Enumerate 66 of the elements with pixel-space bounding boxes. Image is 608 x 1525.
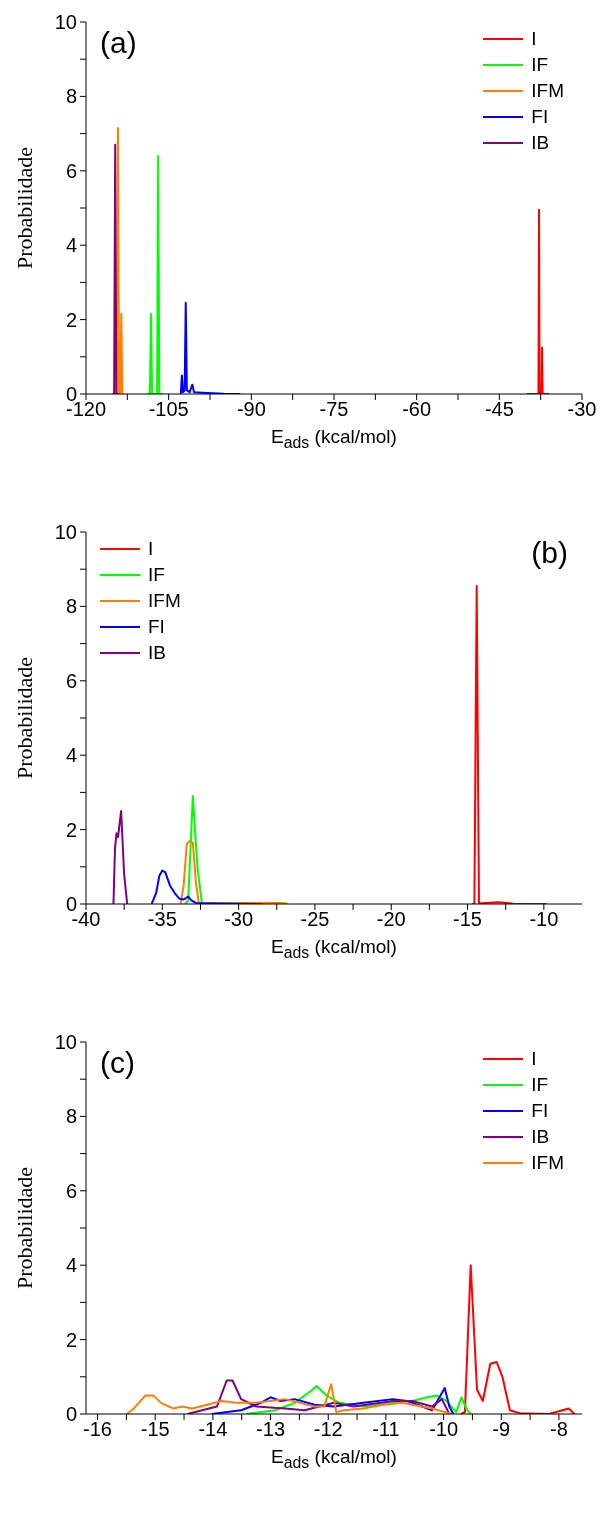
legend-label: FI [148, 615, 165, 639]
x-tick-label: -9 [492, 1418, 511, 1441]
y-tick-label: 6 [65, 668, 77, 693]
annotation: (c) [100, 1046, 135, 1080]
legend-label: IB [531, 1125, 550, 1149]
y-axis-title: Probabilidade [11, 656, 37, 780]
legend-label: IFM [531, 79, 564, 103]
x-axis-title: E$_{ads}$ (kcal/mol) [270, 936, 398, 962]
x-tick-label: -30 [224, 908, 254, 931]
y-tick-label: 8 [65, 1104, 77, 1129]
y-tick-label: 2 [65, 817, 77, 842]
y-tick-label: 2 [65, 1327, 77, 1352]
legend-label: IF [531, 53, 549, 77]
y-tick-label: 2 [65, 307, 77, 332]
y-tick-label: 10 [54, 520, 77, 544]
x-axis-title: E$_{ads}$ (kcal/mol) [270, 1446, 398, 1472]
legend-label: I [531, 27, 537, 51]
y-tick-label: 8 [65, 84, 77, 109]
x-tick-label: -45 [484, 398, 514, 421]
x-axis-title: E$_{ads}$ (kcal/mol) [270, 426, 398, 452]
x-tick-label: -25 [300, 908, 330, 931]
legend-label: IB [531, 131, 550, 155]
y-axis-title: Probabilidade [11, 146, 37, 270]
x-tick-label: -10 [529, 908, 559, 931]
y-tick-label: 0 [65, 1402, 77, 1426]
line-series [186, 1379, 451, 1414]
x-tick-label: -75 [319, 398, 349, 421]
x-tick-label: -13 [256, 1418, 286, 1441]
legend-label: FI [531, 105, 549, 129]
x-tick-label: -12 [313, 1418, 343, 1441]
legend-label: I [531, 1047, 537, 1071]
x-tick-label: -15 [453, 908, 482, 931]
y-axis-title: Probabilidade [11, 1166, 37, 1290]
y-tick-label: 4 [65, 233, 77, 258]
annotation: (a) [100, 26, 137, 60]
y-tick-label: 10 [54, 10, 77, 34]
x-tick-label: -15 [140, 1418, 170, 1441]
line-series [112, 810, 129, 904]
y-tick-label: 4 [65, 743, 77, 768]
x-tick-label: -14 [198, 1418, 228, 1441]
line-series [179, 839, 286, 904]
x-tick-label: -30 [567, 398, 597, 421]
x-tick-label: -60 [402, 398, 432, 421]
legend-label: IF [531, 1073, 549, 1097]
line-series [125, 1383, 453, 1414]
legend-label: FI [531, 1099, 549, 1123]
x-tick-label: -105 [148, 398, 189, 421]
legend-label: IFM [148, 589, 181, 613]
y-tick-label: 6 [65, 1178, 77, 1203]
annotation: (b) [531, 536, 568, 570]
legend-label: IFM [531, 1151, 564, 1175]
y-tick-label: 4 [65, 1253, 77, 1278]
x-tick-label: -10 [429, 1418, 459, 1441]
x-tick-label: -16 [83, 1418, 112, 1441]
y-tick-label: 10 [54, 1030, 77, 1054]
line-series [459, 1264, 576, 1414]
x-tick-label: -8 [550, 1418, 568, 1441]
x-tick-label: -20 [376, 908, 406, 931]
y-tick-label: 8 [65, 594, 77, 619]
legend-label: IB [148, 641, 166, 665]
legend-label: IF [148, 563, 165, 587]
legend-label: I [148, 537, 154, 561]
x-tick-label: -90 [236, 398, 266, 421]
y-tick-label: 6 [65, 158, 77, 183]
x-tick-label: -11 [372, 1418, 400, 1441]
x-tick-label: -35 [147, 908, 177, 931]
